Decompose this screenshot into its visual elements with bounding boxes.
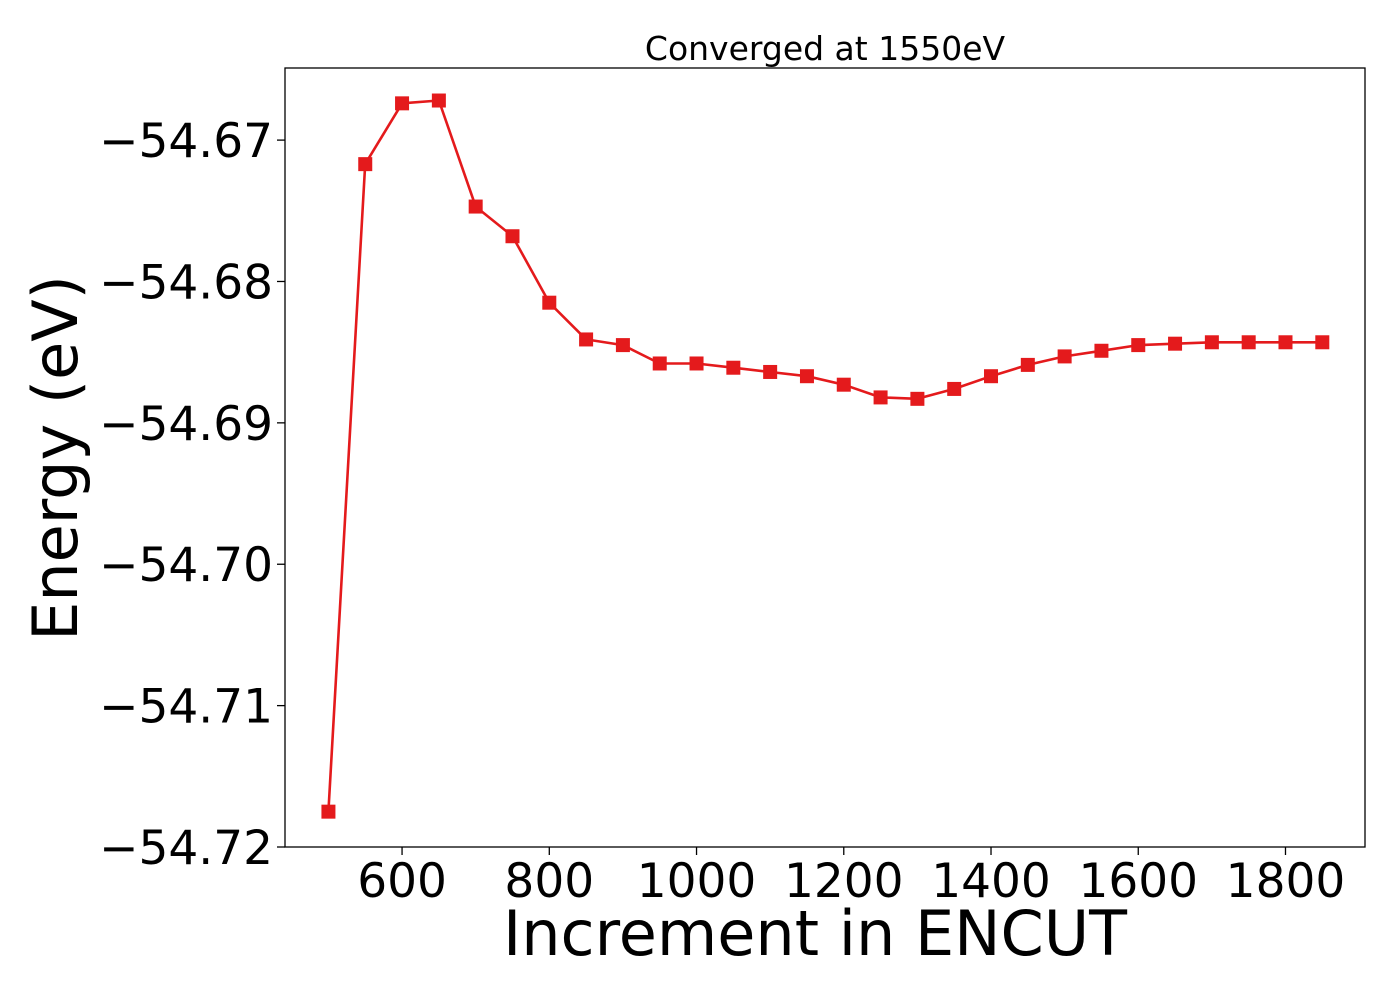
x-tick-label: 1000 <box>637 854 757 909</box>
data-point-marker <box>873 390 888 405</box>
plot-area-frame <box>284 67 1366 848</box>
data-point-marker <box>1204 335 1219 350</box>
data-point-marker <box>1315 335 1330 350</box>
data-point-marker <box>505 229 520 244</box>
data-point-marker <box>726 360 741 375</box>
data-point-marker <box>1020 357 1035 372</box>
data-point-marker <box>1278 335 1293 350</box>
data-point-marker <box>799 369 814 384</box>
data-point-marker <box>1057 349 1072 364</box>
data-point-marker <box>1094 343 1109 358</box>
chart-title: Converged at 1550eV <box>645 29 1006 68</box>
y-tick-label: −54.68 <box>99 255 273 310</box>
x-tick-label: 800 <box>504 854 594 909</box>
data-point-marker <box>984 369 999 384</box>
data-point-marker <box>689 356 704 371</box>
x-tick-label: 600 <box>357 854 447 909</box>
data-point-marker <box>431 93 446 108</box>
data-point-marker <box>579 332 594 347</box>
y-tick-label: −54.69 <box>99 397 273 452</box>
y-axis-ticks: −54.67 −54.68 −54.69 −54.70 −54.71 −54.72 <box>99 114 285 876</box>
y-tick-label: −54.67 <box>99 114 273 169</box>
data-point-marker <box>947 381 962 396</box>
x-tick-label: 1600 <box>1078 854 1198 909</box>
x-tick-label: 1400 <box>931 854 1051 909</box>
y-tick-label: −54.70 <box>99 538 273 593</box>
data-point-marker <box>358 157 373 172</box>
data-point-marker <box>763 364 778 379</box>
x-tick-label: 1200 <box>784 854 904 909</box>
x-tick-label: 1800 <box>1226 854 1346 909</box>
y-axis-label: Energy (eV) <box>19 275 92 641</box>
x-axis-label: Increment in ENCUT <box>503 897 1128 970</box>
data-point-marker <box>652 356 667 371</box>
data-point-marker <box>615 338 630 353</box>
data-point-marker <box>1168 336 1183 351</box>
data-point-marker <box>542 295 557 310</box>
energy-series-markers <box>321 93 1330 819</box>
data-point-marker <box>321 804 336 819</box>
data-point-marker <box>468 199 483 214</box>
data-point-marker <box>1241 335 1256 350</box>
data-point-marker <box>910 391 925 406</box>
y-tick-label: −54.71 <box>99 680 273 735</box>
data-point-marker <box>395 96 410 111</box>
data-point-marker <box>1131 338 1146 353</box>
data-point-marker <box>836 377 851 392</box>
y-tick-label: −54.72 <box>99 821 273 876</box>
energy-series-line <box>327 99 1323 812</box>
x-axis-ticks: 600 800 1000 1200 1400 1600 1800 <box>357 847 1345 909</box>
